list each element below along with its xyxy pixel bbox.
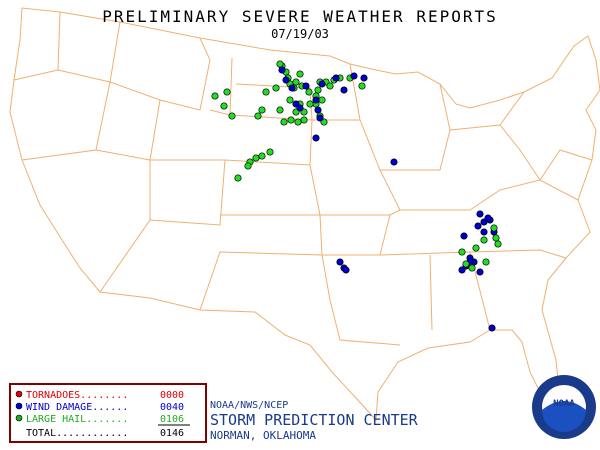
report-dot (314, 86, 322, 94)
report-dot (244, 162, 252, 170)
report-dot (294, 118, 302, 126)
report-dot (276, 60, 284, 68)
report-dot (340, 86, 348, 94)
legend-count: 0106 (160, 414, 184, 425)
report-dot (336, 258, 344, 266)
report-dot (286, 96, 294, 104)
report-dot (305, 88, 313, 96)
report-dot (306, 100, 314, 108)
report-dot (318, 80, 326, 88)
legend-marker (15, 414, 23, 422)
report-dot (476, 210, 484, 218)
report-dot (460, 232, 468, 240)
report-dot (223, 88, 231, 96)
report-dot (312, 96, 320, 104)
legend-label: LARGE HAIL....... (26, 414, 128, 425)
title: PRELIMINARY SEVERE WEATHER REPORTS (102, 7, 498, 26)
report-dot (490, 224, 498, 232)
report-dot (280, 118, 288, 126)
report-dot (302, 82, 310, 90)
legend-marker (15, 390, 23, 398)
report-dot (342, 266, 350, 274)
report-dot (234, 174, 242, 182)
legend-count: 0146 (160, 428, 184, 439)
us-outline (9, 7, 600, 422)
report-dot (262, 88, 270, 96)
report-dots (211, 60, 502, 332)
report-dot (458, 266, 466, 274)
legend-label: TOTAL............ (26, 428, 128, 439)
report-dot (228, 112, 236, 120)
report-dot (276, 106, 284, 114)
report-dot (288, 84, 296, 92)
legend-count: 0040 (160, 402, 184, 413)
report-dot (458, 248, 466, 256)
report-dot (358, 82, 366, 90)
report-dot (220, 102, 228, 110)
report-dot (316, 114, 324, 122)
logo-text: NOAA (553, 399, 575, 409)
report-dot (266, 148, 274, 156)
report-dot (488, 324, 496, 332)
report-dot (468, 264, 476, 272)
report-dot (296, 104, 304, 112)
legend-marker (15, 402, 23, 410)
report-dot (484, 214, 492, 222)
location: NORMAN, OKLAHOMA (210, 429, 316, 442)
report-dot (252, 154, 260, 162)
report-dot (472, 244, 480, 252)
legend-label: WIND DAMAGE...... (26, 402, 128, 413)
date: 07/19/03 (271, 27, 329, 41)
report-dot (282, 76, 290, 84)
legend-count: 0000 (160, 390, 184, 401)
report-dot (474, 222, 482, 230)
legend-box (9, 383, 207, 443)
noaa-logo: NOAA (532, 375, 596, 439)
report-dot (326, 82, 334, 90)
report-dot (296, 70, 304, 78)
report-dot (492, 234, 500, 242)
report-dot (258, 106, 266, 114)
report-dot (480, 228, 488, 236)
report-dot (390, 158, 398, 166)
report-dot (300, 116, 308, 124)
report-dot (332, 74, 340, 82)
center: STORM PREDICTION CENTER (210, 411, 419, 429)
legend: TORNADOES........ 0000 WIND DAMAGE......… (15, 390, 190, 439)
report-dot (278, 66, 286, 74)
report-dot (318, 96, 326, 104)
report-dot (272, 84, 280, 92)
report-dot (360, 74, 368, 82)
report-dot (312, 134, 320, 142)
report-dot (482, 258, 490, 266)
report-dot (462, 260, 470, 268)
report-dot (254, 112, 262, 120)
report-dot (292, 78, 300, 86)
agency: NOAA/NWS/NCEP (210, 400, 288, 411)
legend-label: TORNADOES........ (26, 390, 128, 401)
report-dot (211, 92, 219, 100)
report-dot (287, 116, 295, 124)
report-dot (476, 268, 484, 276)
report-dot (480, 236, 488, 244)
report-dot (314, 106, 322, 114)
report-dot (258, 152, 266, 160)
report-dot (494, 240, 502, 248)
report-dot (350, 72, 358, 80)
